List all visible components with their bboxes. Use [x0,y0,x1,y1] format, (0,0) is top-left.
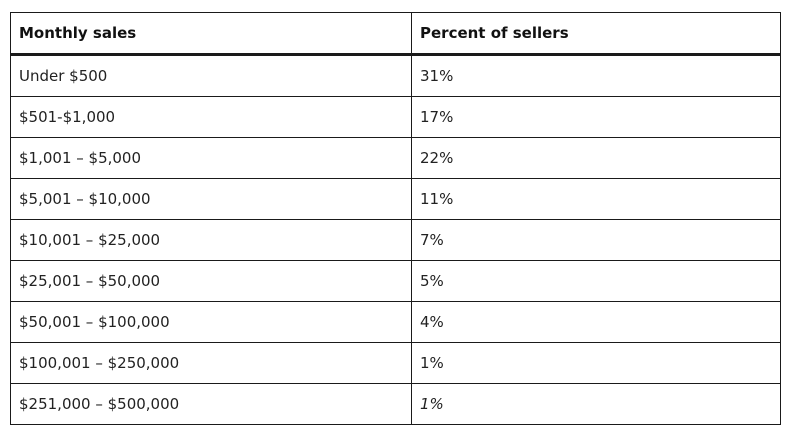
percent-of-sellers-cell: 31% [411,54,781,97]
table-row: $10,001 – $25,000 7% [10,219,781,261]
header-percent-of-sellers: Percent of sellers [411,12,781,56]
percent-of-sellers-cell: 5% [411,260,781,302]
header-monthly-sales: Monthly sales [10,12,412,56]
table-header: Monthly sales Percent of sellers [10,12,781,56]
table-row: $1,001 – $5,000 22% [10,137,781,179]
monthly-sales-cell: $25,001 – $50,000 [10,260,412,302]
monthly-sales-cell: $251,000 – $500,000 [10,383,412,425]
monthly-sales-cell: $50,001 – $100,000 [10,301,412,343]
table-row: $5,001 – $10,000 11% [10,178,781,220]
table-row: $251,000 – $500,000 1% [10,383,781,425]
table-row: $501-$1,000 17% [10,96,781,138]
monthly-sales-cell: $10,001 – $25,000 [10,219,412,261]
monthly-sales-cell: $5,001 – $10,000 [10,178,412,220]
monthly-sales-cell: $501-$1,000 [10,96,412,138]
monthly-sales-cell: $100,001 – $250,000 [10,342,412,384]
monthly-sales-table: Monthly sales Percent of sellers Under $… [10,12,781,425]
percent-of-sellers-cell: 4% [411,301,781,343]
table-row: $100,001 – $250,000 1% [10,342,781,384]
percent-of-sellers-cell: 1% [411,383,781,425]
monthly-sales-cell: Under $500 [10,54,412,97]
percent-of-sellers-cell: 22% [411,137,781,179]
percent-of-sellers-cell: 17% [411,96,781,138]
table-row: Under $500 31% [10,54,781,97]
table-body: Under $500 31% $501-$1,000 17% $1,001 – … [10,54,781,425]
percent-of-sellers-cell: 1% [411,342,781,384]
header-row: Monthly sales Percent of sellers [10,12,781,56]
percent-of-sellers-cell: 7% [411,219,781,261]
monthly-sales-cell: $1,001 – $5,000 [10,137,412,179]
percent-of-sellers-cell: 11% [411,178,781,220]
table-row: $25,001 – $50,000 5% [10,260,781,302]
table-row: $50,001 – $100,000 4% [10,301,781,343]
